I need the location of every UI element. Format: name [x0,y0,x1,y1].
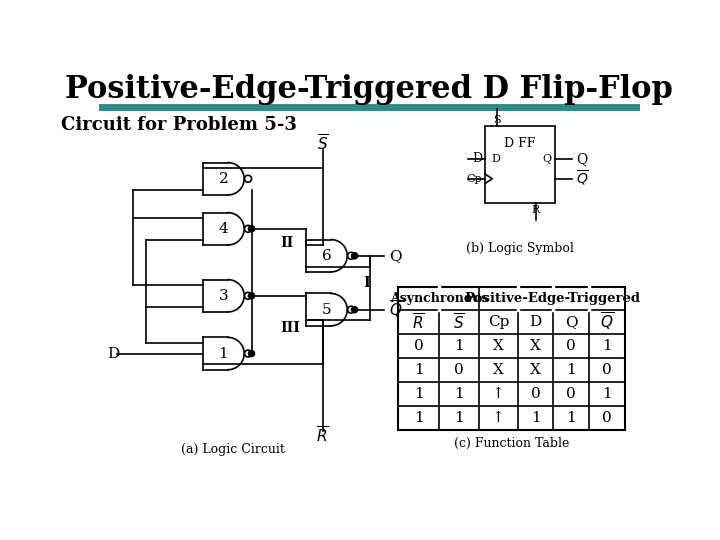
Text: I: I [363,276,369,289]
Text: (c) Function Table: (c) Function Table [454,437,570,450]
Text: X: X [493,339,504,353]
Text: $\overline{Q}$: $\overline{Q}$ [600,311,614,333]
Text: Q: Q [565,315,577,329]
Text: D: D [492,154,500,164]
Text: X: X [530,339,541,353]
Text: Q: Q [576,152,588,166]
Text: 1: 1 [531,411,541,425]
Text: 1: 1 [602,339,612,353]
Text: 5: 5 [322,302,331,316]
Text: ↑: ↑ [492,387,505,401]
Text: D: D [529,315,541,329]
Text: Positive-Edge-Triggered D Flip-Flop: Positive-Edge-Triggered D Flip-Flop [65,74,673,105]
Circle shape [245,350,251,357]
Circle shape [248,350,255,356]
Text: 1: 1 [567,411,576,425]
Text: Q: Q [389,249,401,263]
Circle shape [351,307,358,313]
Text: $\overline{S}$: $\overline{S}$ [453,312,464,333]
Circle shape [245,225,251,232]
Circle shape [245,176,251,182]
Text: Cp: Cp [467,174,482,184]
Text: 0: 0 [414,339,423,353]
Text: $\overline{R}$: $\overline{R}$ [316,426,329,446]
Circle shape [245,292,251,299]
Text: 6: 6 [322,249,331,263]
Text: 3: 3 [219,289,228,303]
Text: 1: 1 [454,339,464,353]
Text: Circuit for Problem 5-3: Circuit for Problem 5-3 [61,116,297,134]
Text: 0: 0 [567,387,576,401]
Circle shape [351,253,358,259]
Circle shape [248,226,255,232]
Text: 2: 2 [218,172,228,186]
Text: S: S [493,115,500,125]
Bar [398,287,625,430]
Text: 0: 0 [602,363,612,377]
Text: Cp: Cp [487,315,509,329]
Text: 0: 0 [531,387,541,401]
Text: 1: 1 [218,347,228,361]
Text: II: II [280,237,293,251]
Text: $\overline{Q}$: $\overline{Q}$ [389,299,402,321]
Text: Asynchronous: Asynchronous [390,292,488,305]
Text: Q: Q [543,154,552,164]
Text: 1: 1 [602,387,612,401]
Text: ↑: ↑ [492,411,505,425]
Text: 0: 0 [454,363,464,377]
Text: D: D [107,347,120,361]
Text: $\overline{S}$: $\overline{S}$ [317,134,328,154]
Circle shape [348,306,354,313]
Text: X: X [530,363,541,377]
Text: $\overline{R}$: $\overline{R}$ [413,312,425,333]
Text: (a) Logic Circuit: (a) Logic Circuit [181,443,285,456]
Text: X: X [493,363,504,377]
Text: Positive-Edge-Triggered: Positive-Edge-Triggered [464,292,640,305]
Text: 1: 1 [414,387,423,401]
Text: III: III [280,321,300,335]
Text: 4: 4 [218,222,228,236]
Text: 1: 1 [454,411,464,425]
Text: 1: 1 [414,363,423,377]
Text: R: R [531,205,540,214]
Text: 1: 1 [567,363,576,377]
Circle shape [348,252,354,259]
Text: 0: 0 [567,339,576,353]
Text: D FF: D FF [505,137,536,150]
Text: 1: 1 [414,411,423,425]
Text: 1: 1 [454,387,464,401]
Text: D: D [472,152,482,165]
Circle shape [248,293,255,299]
Bar [485,126,555,204]
Text: 0: 0 [602,411,612,425]
Text: (b) Logic Symbol: (b) Logic Symbol [466,241,574,254]
Text: $\overline{Q}$: $\overline{Q}$ [576,169,589,188]
